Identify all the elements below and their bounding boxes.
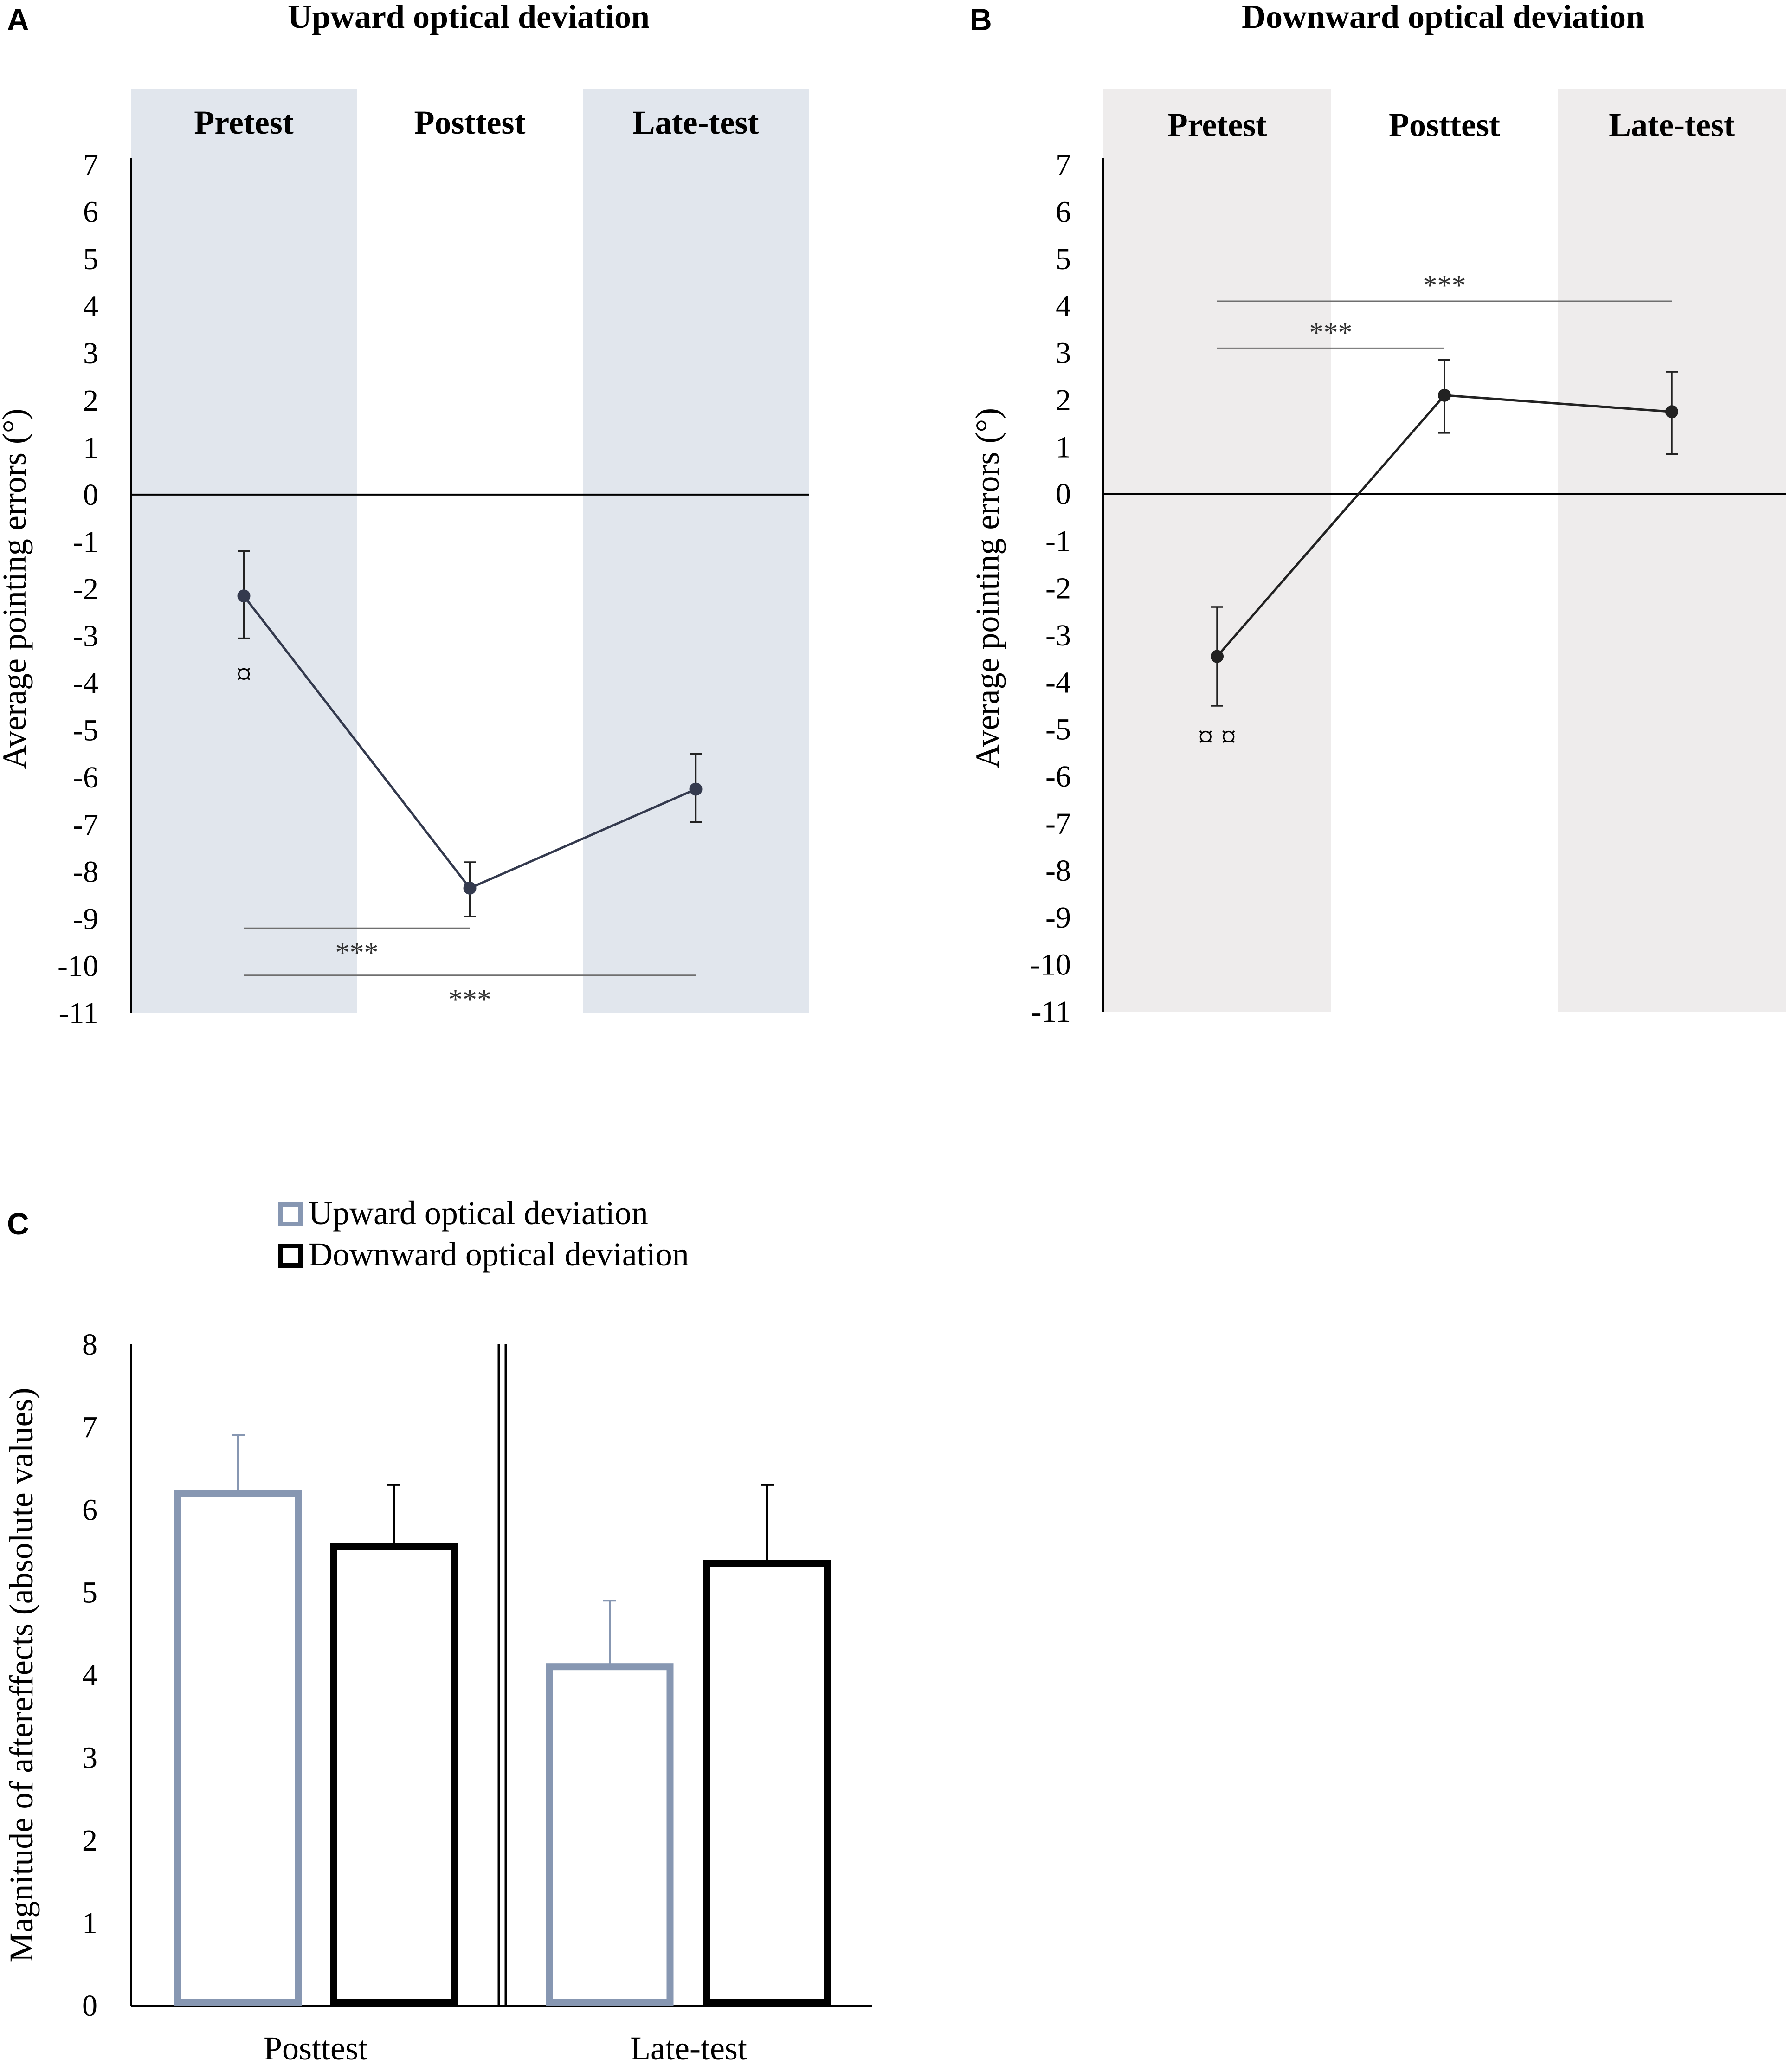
panel-a-y-tick-label: -8 [73,855,98,889]
panel-b-y-tick-label: -7 [1045,807,1071,840]
panel-c-y-tick-label: 7 [82,1410,97,1444]
panel-a-y-tick-label: -3 [73,620,98,653]
panel-b-phase-label: Posttest [1389,106,1500,143]
panel-b-title: Downward optical deviation [1242,0,1644,35]
panel-b-y-tick-label: -3 [1045,619,1071,652]
panel-b-y-tick-label: 0 [1056,478,1071,511]
panel-a-y-axis-label: Average pointing errors (°) [0,408,33,769]
panel-b-y-tick-label: -4 [1045,665,1071,699]
panel-a-y-tick-label: -5 [73,714,98,748]
panel-a-phase-label: Posttest [414,104,526,141]
panel-a-y-tick-label: 2 [83,384,98,418]
panel-c-bar-upward [174,1490,302,2006]
panel-a-y-tick-label: -4 [73,666,98,700]
panel-a-upward-chart: A Upward optical deviation Pretest Postte… [0,0,809,1030]
panel-b-phase-label: Pretest [1167,106,1267,143]
panel-b-y-tick-label: 3 [1056,336,1071,370]
panel-a-letter: A [7,2,29,37]
panel-b-y-tick-label: 5 [1056,242,1071,276]
panel-c-y-tick-label: 1 [82,1906,97,1940]
panel-a-y-tick-label: 3 [83,336,98,370]
panel-c-y-axis-label: Magnitude of aftereffects (absolute valu… [3,1387,40,1962]
panel-a-y-tick-label: 7 [83,148,98,182]
panel-a-y-tick-label: -1 [73,525,98,559]
panel-b-y-tick-label: -11 [1031,995,1071,1029]
panel-a-significance-label: *** [335,937,379,968]
panel-a-y-tick-label: 1 [83,431,98,465]
panel-b-y-tick-label: 7 [1056,148,1071,182]
panel-b-y-tick-label: 2 [1056,383,1071,417]
panel-a-y-tick-label: 6 [83,195,98,229]
panel-b-data-point [1211,650,1224,663]
panel-a-y-tick-label: -9 [73,902,98,936]
panel-b-band-pretest [1103,89,1331,1012]
panel-b-band-late-test [1558,89,1786,1012]
panel-b-significance-marker: ¤ ¤ [1198,720,1237,754]
panel-b-data-point [1438,388,1451,402]
panel-a-y-tick-label: -2 [73,572,98,606]
panel-b-data-point [1665,405,1678,419]
panel-c-y-tick-label: 0 [82,1989,97,2023]
panel-b-y-tick-label: -9 [1045,901,1071,935]
panel-c-magnitude-chart: C 0 1 2 3 4 5 6 7 8 Magnitude of aftereffects (ab… [3,1194,872,2065]
panel-c-category-label: Posttest [264,2030,367,2065]
panel-c-legend-swatch-downward [278,1244,303,1268]
panel-b-y-axis-label: Average pointing errors (°) [969,408,1006,768]
panel-c-bar-downward [703,1560,831,2006]
panel-c-category-label: Late-test [630,2030,747,2065]
panel-a-y-tick-label: 0 [83,478,98,512]
panel-b-letter: B [970,2,992,37]
panel-c-bar-downward [330,1543,458,2006]
panel-b-significance-label: *** [1423,270,1466,302]
panel-b-downward-chart: B Downward optical deviation Pretest Post… [969,0,1786,1029]
panel-b-phase-label: Late-test [1609,106,1735,143]
panel-a-y-tick-label: -11 [58,996,98,1030]
panel-a-y-tick-label: 5 [83,242,98,276]
panel-a-y-tick-label: -7 [73,808,98,842]
panel-b-y-tick-label: -5 [1045,713,1071,747]
panel-c-letter: C [7,1207,29,1241]
panel-b-significance-label: *** [1309,317,1353,348]
panel-c-y-tick-label: 5 [82,1575,97,1609]
panel-a-y-tick-label: -10 [58,949,98,983]
panel-b-y-tick-label: -8 [1045,854,1071,888]
panel-c-y-tick-label: 3 [82,1741,97,1775]
panel-c-y-tick-label: 2 [82,1824,97,1858]
panel-a-data-point [237,589,251,603]
panel-c-y-tick-label: 8 [82,1328,97,1362]
panel-a-data-point [463,881,477,895]
panel-c-y-tick-label: 6 [82,1493,97,1527]
panel-a-significance-label: *** [448,984,491,1016]
panel-c-bar-upward [546,1663,674,2006]
panel-b-y-tick-label: 6 [1056,195,1071,229]
panel-b-y-tick-label: 1 [1056,430,1071,464]
panel-a-title: Upward optical deviation [288,0,650,35]
panel-b-y-tick-label: -10 [1030,948,1071,982]
panel-b-y-tick-label: -6 [1045,760,1071,794]
panel-b-y-tick-label: -2 [1045,572,1071,606]
panel-a-y-tick-label: 4 [83,290,98,323]
panel-c-y-tick-label: 4 [82,1658,97,1692]
panel-b-y-tick-label: -1 [1045,524,1071,558]
panel-b-y-tick-label: 4 [1056,289,1071,323]
panel-a-band-late-test [583,89,809,1013]
panel-a-y-tick-label: -6 [73,761,98,794]
panel-a-phase-label: Late-test [633,104,759,141]
panel-a-data-point [689,782,703,796]
panel-c-legend-label: Upward optical deviation [309,1194,648,1232]
panel-c-legend-swatch-upward [278,1202,303,1226]
panel-c-legend-label: Downward optical deviation [309,1236,689,1273]
panel-a-phase-label: Pretest [194,104,294,141]
panel-a-significance-marker: ¤ [236,657,251,691]
